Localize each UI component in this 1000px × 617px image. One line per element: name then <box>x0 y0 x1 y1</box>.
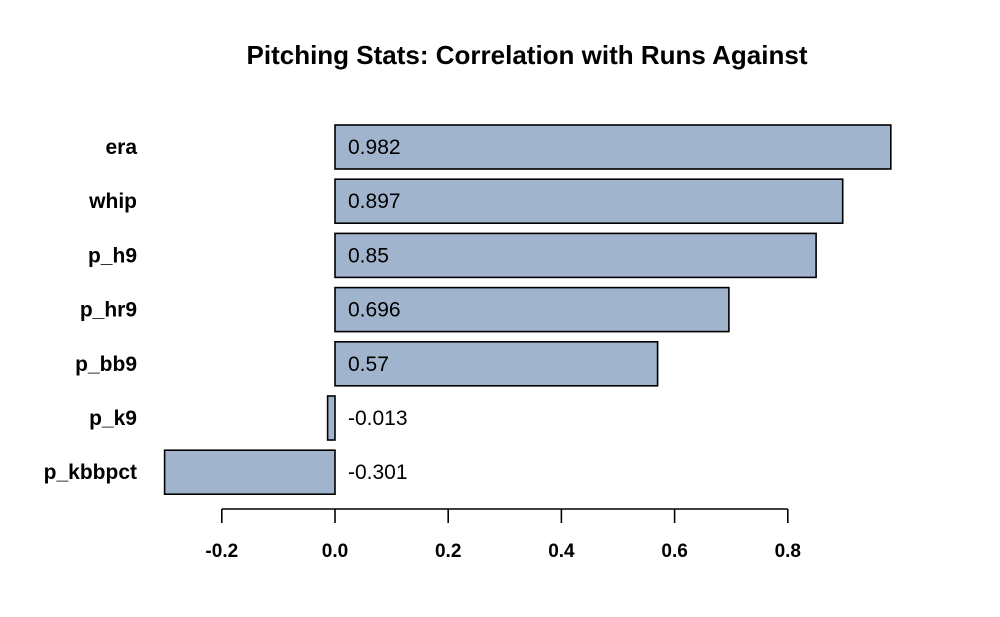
x-tick-label: -0.2 <box>205 541 238 562</box>
x-tick-label: 0.2 <box>435 541 461 562</box>
bars-layer <box>163 124 892 496</box>
value-label-p_kbbpct: -0.301 <box>348 461 408 484</box>
category-label-p_bb9: p_bb9 <box>75 353 137 376</box>
value-label-era: 0.982 <box>348 136 401 159</box>
category-label-whip: whip <box>88 190 137 213</box>
category-label-p_hr9: p_hr9 <box>80 299 137 322</box>
x-tick-label: 0.8 <box>775 541 801 562</box>
bar-p_h9 <box>334 232 817 279</box>
category-label-era: era <box>105 136 137 159</box>
x-axis: -0.2 0.0 0.2 0.4 0.6 0.8 <box>205 508 801 562</box>
value-labels: 0.982 0.897 0.85 0.696 0.57 -0.013 -0.301 <box>348 136 408 484</box>
chart-title: Pitching Stats: Correlation with Runs Ag… <box>247 40 808 70</box>
category-label-p_kbbpct: p_kbbpct <box>44 461 137 484</box>
value-label-p_bb9: 0.57 <box>348 353 389 376</box>
value-label-p_k9: -0.013 <box>348 407 408 430</box>
bar-p_kbbpct <box>163 449 336 496</box>
x-tick-label: 0.0 <box>322 541 348 562</box>
x-tick-label: 0.6 <box>661 541 687 562</box>
value-label-p_h9: 0.85 <box>348 244 389 267</box>
category-label-p_h9: p_h9 <box>88 244 137 267</box>
value-label-p_hr9: 0.696 <box>348 299 401 322</box>
bar-era <box>334 124 892 170</box>
bar-p_hr9 <box>334 286 730 333</box>
bar-p_bb9 <box>334 340 659 387</box>
bar-p_k9 <box>326 395 336 441</box>
bar-whip <box>334 178 844 224</box>
x-tick-label: 0.4 <box>548 541 575 562</box>
category-label-p_k9: p_k9 <box>89 407 137 430</box>
value-label-whip: 0.897 <box>348 190 401 213</box>
category-labels: era whip p_h9 p_hr9 p_bb9 p_k9 p_kbbpct <box>44 136 138 484</box>
